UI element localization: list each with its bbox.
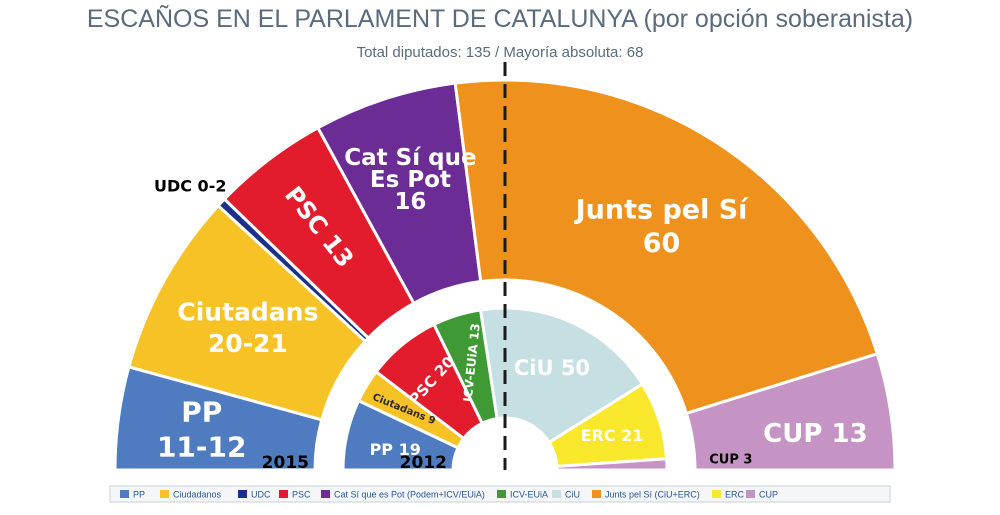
label-2015-udc: UDC 0-2 (154, 177, 227, 196)
label-2015-junts-pel-si: Junts pel Sí 60 (574, 194, 750, 259)
legend-swatch-icv-euia (497, 490, 506, 498)
label-2015-cup: CUP 13 (763, 419, 867, 449)
legend-swatch-psc (279, 490, 288, 498)
legend-label-pp: PP (133, 490, 145, 500)
legend-label-psc: PSC (292, 490, 311, 500)
label-2015-pp: PP 11-12 (157, 395, 247, 463)
year-label-2015: 2015 (262, 453, 309, 473)
legend-label-cup: CUP (759, 490, 778, 500)
legend-swatch-cup (746, 490, 755, 498)
label-2015-ciudadanos: Ciutadans 20-21 (177, 298, 318, 358)
chart-title-suffix: (por opción soberanista) (644, 5, 914, 33)
legend-swatch-pp (120, 490, 129, 498)
legend-label-junts-pel-si-ciu-erc: Junts pel Sí (CiU+ERC) (605, 490, 700, 500)
segment-2015-junts-pel-si (453, 78, 880, 416)
label-2012-erc: ERC 21 (581, 426, 644, 445)
chart-subtitle: Total diputados: 135 / Mayoría absoluta:… (357, 44, 644, 61)
year-label-2012: 2012 (400, 453, 447, 473)
legend-swatch-ciu (552, 490, 561, 498)
legend-label-ciudadanos: Ciudadanos (173, 490, 222, 500)
legend: PP Ciudadanos UDC PSC Cat Sí que es Pot (Pod… (120, 490, 778, 500)
legend-swatch-erc (712, 490, 721, 498)
legend-swatch-udc (238, 490, 247, 498)
chart-title: ESCAÑOS EN EL PARLAMENT DE CATALUNYA (po… (87, 4, 913, 33)
seat-rings (113, 78, 897, 472)
label-2012-pp: PP 19 (370, 440, 421, 459)
legend-label-cat-si-que-es-pot-podem-icv-euia: Cat Sí que es Pot (Podem+ICV/EUiA) (334, 490, 485, 500)
legend-swatch-cat-si-que-es-pot-podem-icv-euia (321, 490, 330, 498)
segment-2012-cup (555, 457, 669, 472)
label-2012-ciu: CiU 50 (514, 356, 590, 380)
legend-label-udc: UDC (251, 490, 271, 500)
chart-title-main: ESCAÑOS EN EL PARLAMENT DE CATALUNYA (87, 4, 638, 33)
legend-label-ciu: CiU (565, 490, 580, 500)
segment-2015-cup (684, 351, 897, 472)
legend-swatch-junts-pel-si-ciu-erc (592, 490, 601, 498)
legend-label-erc: ERC (725, 490, 745, 500)
label-2015-cat-si-que-es-pot: Cat Sí que Es Pot 16 (344, 145, 476, 215)
legend-label-icv-euia: ICV-EUiA (510, 490, 548, 500)
ring-years: 2015 2012 (262, 453, 447, 473)
label-2012-cup: CUP 3 (709, 452, 752, 467)
legend-swatch-ciudadanos (160, 490, 169, 498)
